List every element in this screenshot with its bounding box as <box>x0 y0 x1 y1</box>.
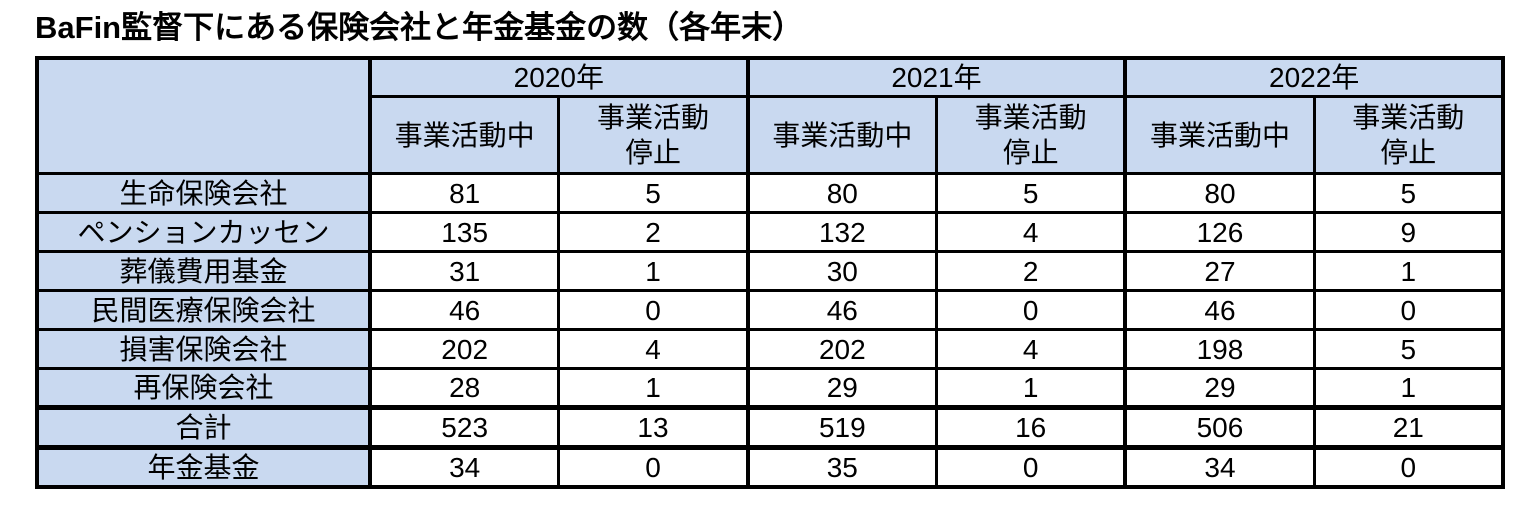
value-cell: 0 <box>1312 445 1505 489</box>
value-cell: 16 <box>934 405 1127 450</box>
value-cell: 1 <box>1312 250 1505 293</box>
value-cell: 28 <box>368 367 561 410</box>
value-cell: 4 <box>934 328 1127 371</box>
value-cell: 46 <box>745 289 938 332</box>
value-cell: 46 <box>1123 289 1316 332</box>
table-row: ペンションカッセン 135 2 132 4 126 9 <box>35 211 1505 254</box>
row-label: 民間医療保険会社 <box>35 289 372 332</box>
value-cell: 0 <box>934 289 1127 332</box>
year-header-2022: 2022年 <box>1123 56 1505 99</box>
sub-header-active-2021: 事業活動中 <box>745 95 938 176</box>
table-row: 生命保険会社 81 5 80 5 80 5 <box>35 172 1505 215</box>
value-cell: 0 <box>557 289 750 332</box>
value-cell: 519 <box>745 405 938 450</box>
row-label: 生命保険会社 <box>35 172 372 215</box>
value-cell: 126 <box>1123 211 1316 254</box>
value-cell: 1 <box>557 250 750 293</box>
sub-header-row: 事業活動中 事業活動停止 事業活動中 事業活動停止 事業活動中 事業活動停止 <box>37 95 1505 176</box>
value-cell: 1 <box>934 367 1127 410</box>
table-row: 再保険会社 28 1 29 1 29 1 <box>35 367 1505 410</box>
value-cell: 80 <box>1123 172 1316 215</box>
value-cell: 135 <box>368 211 561 254</box>
value-cell: 29 <box>745 367 938 410</box>
value-cell: 27 <box>1123 250 1316 293</box>
table-row: 葬儀費用基金 31 1 30 2 27 1 <box>35 250 1505 293</box>
sub-header-stopped-label: 事業活動停止 <box>974 102 1087 169</box>
value-cell: 2 <box>557 211 750 254</box>
table-title: BaFin監督下にある保険会社と年金基金の数（各年末） <box>35 10 804 45</box>
value-cell: 0 <box>557 445 750 489</box>
sub-header-stopped-2020: 事業活動停止 <box>557 95 750 176</box>
value-cell: 506 <box>1123 405 1316 450</box>
sub-header-stopped-2022: 事業活動停止 <box>1312 95 1505 176</box>
table-row: 損害保険会社 202 4 202 4 198 5 <box>35 328 1505 371</box>
row-label: 損害保険会社 <box>35 328 372 371</box>
value-cell: 31 <box>368 250 561 293</box>
sub-header-active-2022: 事業活動中 <box>1123 95 1316 176</box>
value-cell: 46 <box>368 289 561 332</box>
table-body: 生命保険会社 81 5 80 5 80 5 ペンションカッセン 135 2 132 4 126 9 … <box>35 172 1505 489</box>
row-label: ペンションカッセン <box>35 211 372 254</box>
value-cell: 132 <box>745 211 938 254</box>
bafin-supervision-table: 2020年 2021年 2022年 事業活動中 事業活動停止 事業活動中 事業活… <box>35 56 1505 490</box>
corner-blank-cell <box>35 56 372 176</box>
table-header: 2020年 2021年 2022年 事業活動中 事業活動停止 事業活動中 事業活… <box>35 56 1505 176</box>
value-cell: 202 <box>368 328 561 371</box>
value-cell: 80 <box>745 172 938 215</box>
value-cell: 5 <box>557 172 750 215</box>
table-row: 合計 523 13 519 16 506 21 <box>35 405 1505 450</box>
value-cell: 34 <box>368 445 561 489</box>
value-cell: 5 <box>934 172 1127 215</box>
value-cell: 34 <box>1123 445 1316 489</box>
value-cell: 4 <box>557 328 750 371</box>
value-cell: 5 <box>1312 328 1505 371</box>
row-label: 年金基金 <box>35 445 372 489</box>
value-cell: 4 <box>934 211 1127 254</box>
value-cell: 0 <box>934 445 1127 489</box>
table-row: 年金基金 34 0 35 0 34 0 <box>35 445 1505 489</box>
value-cell: 35 <box>745 445 938 489</box>
sub-header-active-2020: 事業活動中 <box>368 95 561 176</box>
value-cell: 81 <box>368 172 561 215</box>
value-cell: 30 <box>745 250 938 293</box>
value-cell: 9 <box>1312 211 1505 254</box>
value-cell: 202 <box>745 328 938 371</box>
year-header-2020: 2020年 <box>368 56 750 99</box>
row-label: 葬儀費用基金 <box>35 250 372 293</box>
page: BaFin監督下にある保険会社と年金基金の数（各年末） 2020年 2021年 … <box>35 10 1505 490</box>
value-cell: 21 <box>1312 405 1505 450</box>
sub-header-stopped-label: 事業活動停止 <box>1352 102 1465 169</box>
sub-header-stopped-label: 事業活動停止 <box>596 102 709 169</box>
year-header-2021: 2021年 <box>745 56 1127 99</box>
value-cell: 29 <box>1123 367 1316 410</box>
year-header-row: 2020年 2021年 2022年 <box>35 56 1505 176</box>
value-cell: 2 <box>934 250 1127 293</box>
value-cell: 0 <box>1312 289 1505 332</box>
value-cell: 1 <box>557 367 750 410</box>
row-label: 合計 <box>35 405 372 450</box>
sub-header-stopped-2021: 事業活動停止 <box>934 95 1127 176</box>
value-cell: 5 <box>1312 172 1505 215</box>
value-cell: 1 <box>1312 367 1505 410</box>
value-cell: 13 <box>557 405 750 450</box>
table-row: 民間医療保険会社 46 0 46 0 46 0 <box>35 289 1505 332</box>
value-cell: 523 <box>368 405 561 450</box>
row-label: 再保険会社 <box>35 367 372 410</box>
value-cell: 198 <box>1123 328 1316 371</box>
